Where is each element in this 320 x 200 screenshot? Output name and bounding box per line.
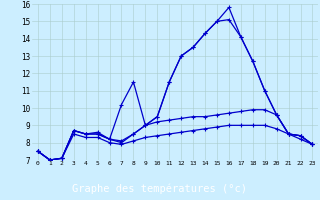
- Text: Graphe des températures (°c): Graphe des températures (°c): [73, 183, 247, 194]
